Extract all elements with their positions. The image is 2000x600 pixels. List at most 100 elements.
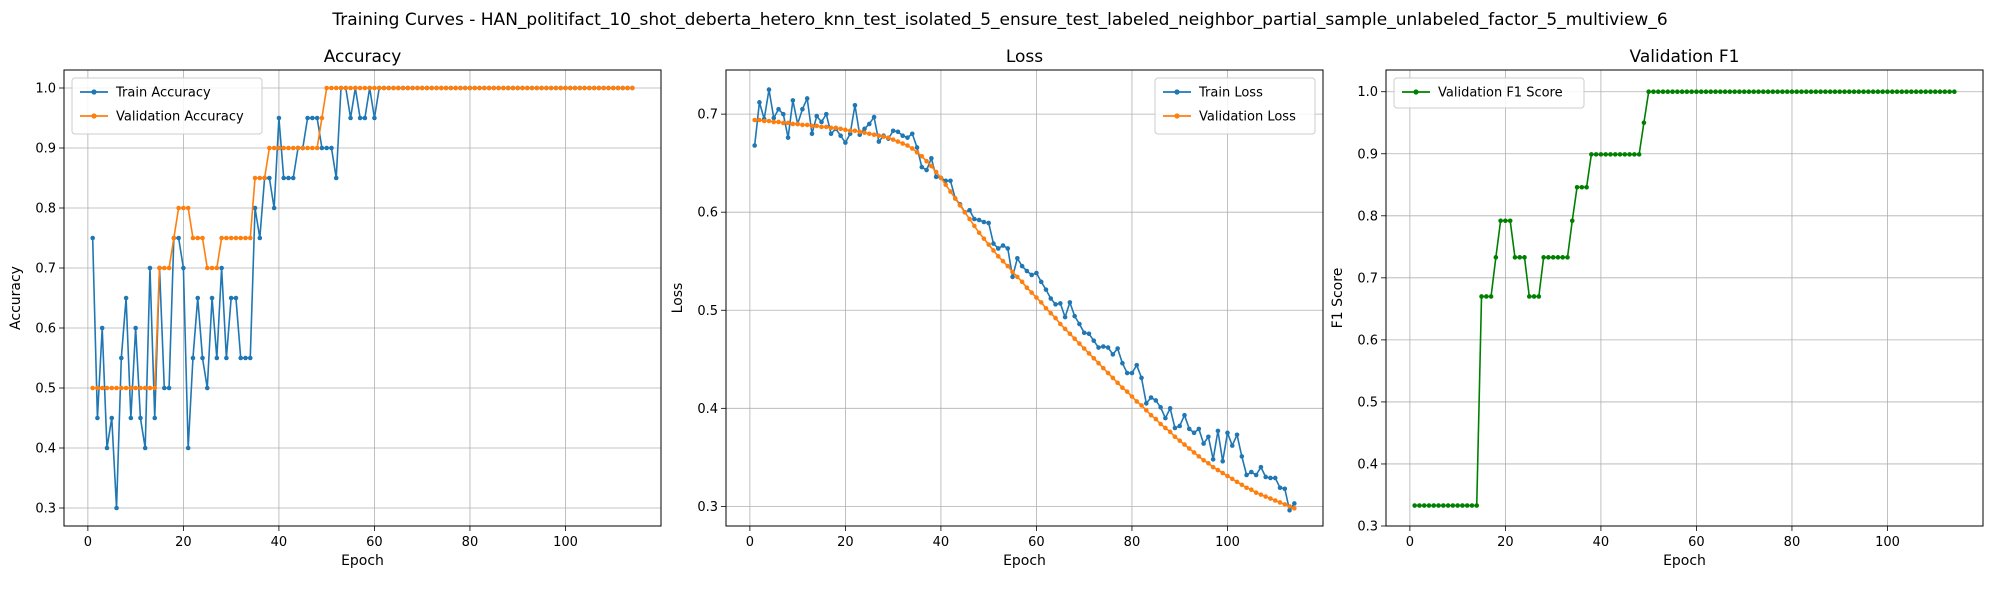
data-point	[1608, 152, 1613, 157]
data-point	[1134, 362, 1140, 368]
panel-2: 0 20 40 60 80 100 0.3 0.4 0.5 0.6 0.7 0.8 0.9 1.0 Vali…	[1330, 47, 1984, 569]
data-point	[195, 235, 201, 241]
legend-box	[71, 77, 263, 135]
data-point	[233, 295, 239, 301]
data-point	[1143, 407, 1149, 413]
data-point	[1636, 152, 1642, 157]
data-point	[429, 85, 435, 91]
x-tick-label: 100	[1875, 535, 1900, 550]
data-point	[1201, 458, 1206, 463]
data-point	[1823, 89, 1828, 95]
data-point	[501, 85, 506, 91]
x-tick-label: 60	[1028, 535, 1045, 550]
data-point	[1048, 296, 1054, 301]
data-point	[1010, 269, 1015, 275]
data-point	[1498, 218, 1503, 224]
data-point	[1761, 89, 1766, 95]
data-point	[1832, 89, 1838, 95]
data-point	[515, 85, 521, 91]
data-point	[1263, 474, 1268, 480]
data-point	[1249, 487, 1254, 493]
data-point	[458, 85, 463, 91]
data-point	[582, 85, 587, 91]
data-point	[1417, 503, 1422, 508]
data-point	[252, 175, 258, 181]
data-point	[114, 505, 119, 511]
figure-suptitle: Training Curves - HAN_politifact_10_shot…	[331, 10, 1667, 30]
data-point	[95, 415, 100, 421]
data-point	[1780, 89, 1785, 95]
data-point	[914, 150, 920, 155]
legend-entry: Validation Loss	[1199, 110, 1296, 125]
y-tick-label: 0.9	[35, 142, 56, 157]
data-point	[862, 126, 867, 132]
panel-0: 0 20 40 60 80 100 0.3 0.4 0.5 0.6 0.7 0.8 0.9 1.0 Accu…	[8, 47, 662, 569]
data-point	[90, 385, 95, 391]
data-point	[1431, 503, 1437, 508]
data-point	[1148, 412, 1154, 418]
data-point	[804, 122, 810, 128]
data-point	[1292, 501, 1297, 506]
data-point	[833, 125, 839, 131]
data-point	[967, 216, 972, 222]
data-point	[1827, 89, 1833, 95]
data-point	[1010, 274, 1015, 280]
data-point	[1889, 89, 1895, 95]
data-point	[1455, 503, 1460, 508]
data-point	[924, 167, 929, 173]
data-point	[620, 85, 626, 91]
data-point	[976, 217, 982, 223]
data-point	[1101, 344, 1106, 349]
data-point	[95, 385, 100, 391]
data-point	[790, 98, 796, 103]
y-tick-label: 0.3	[35, 502, 56, 517]
data-point	[262, 175, 267, 181]
data-point	[243, 235, 248, 241]
data-point	[1460, 503, 1465, 508]
series-markers-0	[1412, 89, 1957, 508]
data-point	[138, 385, 143, 391]
y-tick-label: 0.5	[35, 382, 56, 397]
data-point	[1048, 310, 1054, 316]
data-point	[596, 85, 602, 91]
data-point	[1244, 472, 1249, 478]
legend-box	[1393, 77, 1585, 109]
axes-frame	[725, 69, 1324, 527]
y-tick-label: 0.6	[35, 322, 56, 337]
data-point	[1163, 415, 1168, 421]
data-point	[1067, 300, 1073, 305]
data-point	[1531, 294, 1537, 299]
data-point	[800, 122, 805, 128]
data-point	[233, 235, 239, 241]
data-point	[400, 85, 406, 91]
data-point	[505, 85, 511, 91]
legend: Train Loss Validation Loss	[1154, 77, 1316, 135]
data-point	[1436, 503, 1441, 508]
legend-swatch-marker	[1413, 89, 1419, 95]
data-point	[99, 325, 105, 331]
data-point	[1182, 412, 1187, 418]
data-point	[1220, 458, 1225, 464]
data-point	[1727, 89, 1733, 95]
data-point	[362, 85, 368, 91]
data-point	[1885, 89, 1890, 95]
data-point	[228, 295, 234, 301]
data-point	[271, 205, 277, 211]
data-point	[919, 164, 925, 170]
data-point	[281, 175, 287, 181]
data-point	[1546, 255, 1551, 260]
data-point	[1713, 89, 1718, 95]
data-point	[238, 235, 244, 241]
data-point	[1803, 89, 1809, 95]
data-point	[329, 145, 334, 151]
data-point	[338, 85, 344, 91]
data-point	[333, 175, 339, 181]
data-point	[591, 85, 597, 91]
data-point	[209, 295, 215, 301]
data-point	[1253, 490, 1259, 495]
data-point	[1062, 314, 1068, 320]
data-point	[857, 129, 863, 135]
data-point	[943, 182, 948, 188]
data-point	[1541, 255, 1546, 260]
data-point	[606, 85, 611, 91]
